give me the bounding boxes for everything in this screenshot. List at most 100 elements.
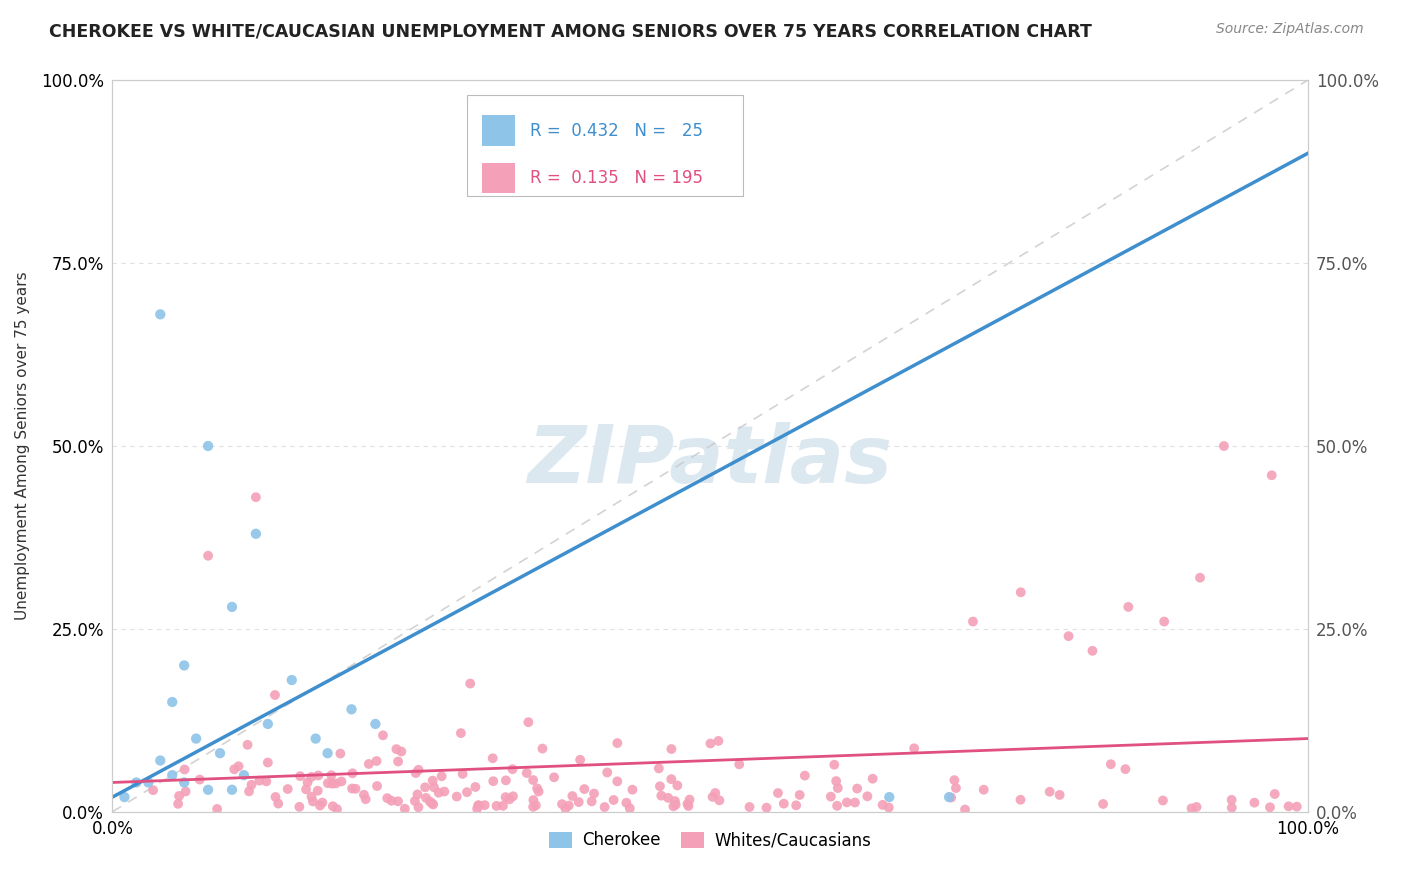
Point	[593, 800, 616, 814]
Point	[664, 794, 686, 808]
Point	[728, 757, 751, 772]
Point	[238, 784, 260, 798]
Point	[387, 755, 409, 769]
Point	[138, 775, 160, 789]
Point	[167, 797, 190, 811]
Point	[394, 802, 416, 816]
Text: R =  0.135   N = 195: R = 0.135 N = 195	[530, 169, 703, 187]
Point	[543, 770, 565, 784]
Point	[569, 753, 592, 767]
Point	[1152, 793, 1174, 807]
Point	[1153, 615, 1175, 629]
Point	[357, 756, 380, 771]
Point	[522, 793, 544, 807]
Point	[264, 789, 287, 804]
Point	[699, 737, 721, 751]
Point	[772, 797, 794, 811]
Point	[657, 790, 679, 805]
Point	[209, 746, 232, 760]
Point	[481, 751, 503, 765]
Point	[301, 789, 323, 804]
Point	[162, 695, 183, 709]
Point	[309, 798, 332, 813]
Text: Source: ZipAtlas.com: Source: ZipAtlas.com	[1216, 22, 1364, 37]
Point	[1264, 787, 1286, 801]
Point	[702, 789, 724, 804]
Point	[197, 549, 219, 563]
Point	[325, 776, 347, 790]
Point	[389, 744, 412, 758]
Point	[614, 796, 637, 810]
Point	[621, 782, 644, 797]
Bar	[482, 115, 515, 146]
Point	[650, 789, 672, 803]
Point	[789, 788, 811, 802]
Point	[835, 796, 858, 810]
Point	[430, 769, 453, 783]
Point	[554, 801, 576, 815]
Point	[422, 797, 444, 812]
Point	[321, 777, 343, 791]
Point	[516, 766, 538, 780]
Point	[1220, 793, 1243, 807]
Point	[245, 526, 267, 541]
Point	[467, 798, 489, 813]
Point	[522, 800, 544, 814]
Point	[228, 759, 250, 773]
Point	[297, 775, 319, 789]
Point	[221, 599, 243, 614]
Point	[495, 790, 517, 805]
Point	[427, 786, 450, 800]
Point	[1189, 571, 1212, 585]
Point	[406, 788, 429, 802]
Point	[877, 800, 900, 814]
Point	[405, 766, 427, 780]
Point	[492, 798, 515, 813]
Point	[256, 756, 278, 770]
Point	[1118, 599, 1140, 614]
Point	[755, 800, 778, 814]
Text: CHEROKEE VS WHITE/CAUCASIAN UNEMPLOYMENT AMONG SENIORS OVER 75 YEARS CORRELATION: CHEROKEE VS WHITE/CAUCASIAN UNEMPLOYMENT…	[49, 22, 1092, 40]
Point	[1285, 799, 1308, 814]
Point	[149, 754, 172, 768]
Point	[288, 799, 311, 814]
Point	[167, 789, 190, 803]
Point	[307, 783, 329, 797]
Point	[485, 798, 508, 813]
Point	[1258, 800, 1281, 814]
Point	[662, 799, 685, 814]
Point	[709, 793, 731, 807]
Text: ZIPatlas: ZIPatlas	[527, 422, 893, 500]
Point	[527, 784, 550, 798]
Point	[311, 796, 333, 810]
Point	[820, 789, 842, 804]
Point	[245, 490, 267, 504]
Point	[342, 766, 364, 780]
Point	[704, 786, 727, 800]
Point	[825, 798, 848, 813]
Point	[174, 784, 197, 798]
Point	[114, 790, 135, 805]
Point	[299, 770, 322, 784]
Point	[420, 797, 443, 811]
Point	[197, 782, 219, 797]
Point	[823, 757, 845, 772]
Point	[422, 773, 444, 788]
Point	[502, 789, 524, 804]
Point	[678, 799, 700, 814]
Point	[302, 795, 325, 809]
Point	[879, 790, 901, 805]
Point	[433, 784, 456, 798]
Point	[329, 747, 352, 761]
Point	[340, 781, 363, 796]
Point	[288, 769, 311, 783]
Point	[456, 785, 478, 799]
Point	[531, 741, 554, 756]
Point	[385, 742, 408, 756]
Point	[340, 702, 363, 716]
Point	[1220, 800, 1243, 814]
Point	[249, 773, 271, 788]
Point	[676, 797, 699, 811]
Point	[793, 768, 815, 782]
Point	[1010, 585, 1032, 599]
